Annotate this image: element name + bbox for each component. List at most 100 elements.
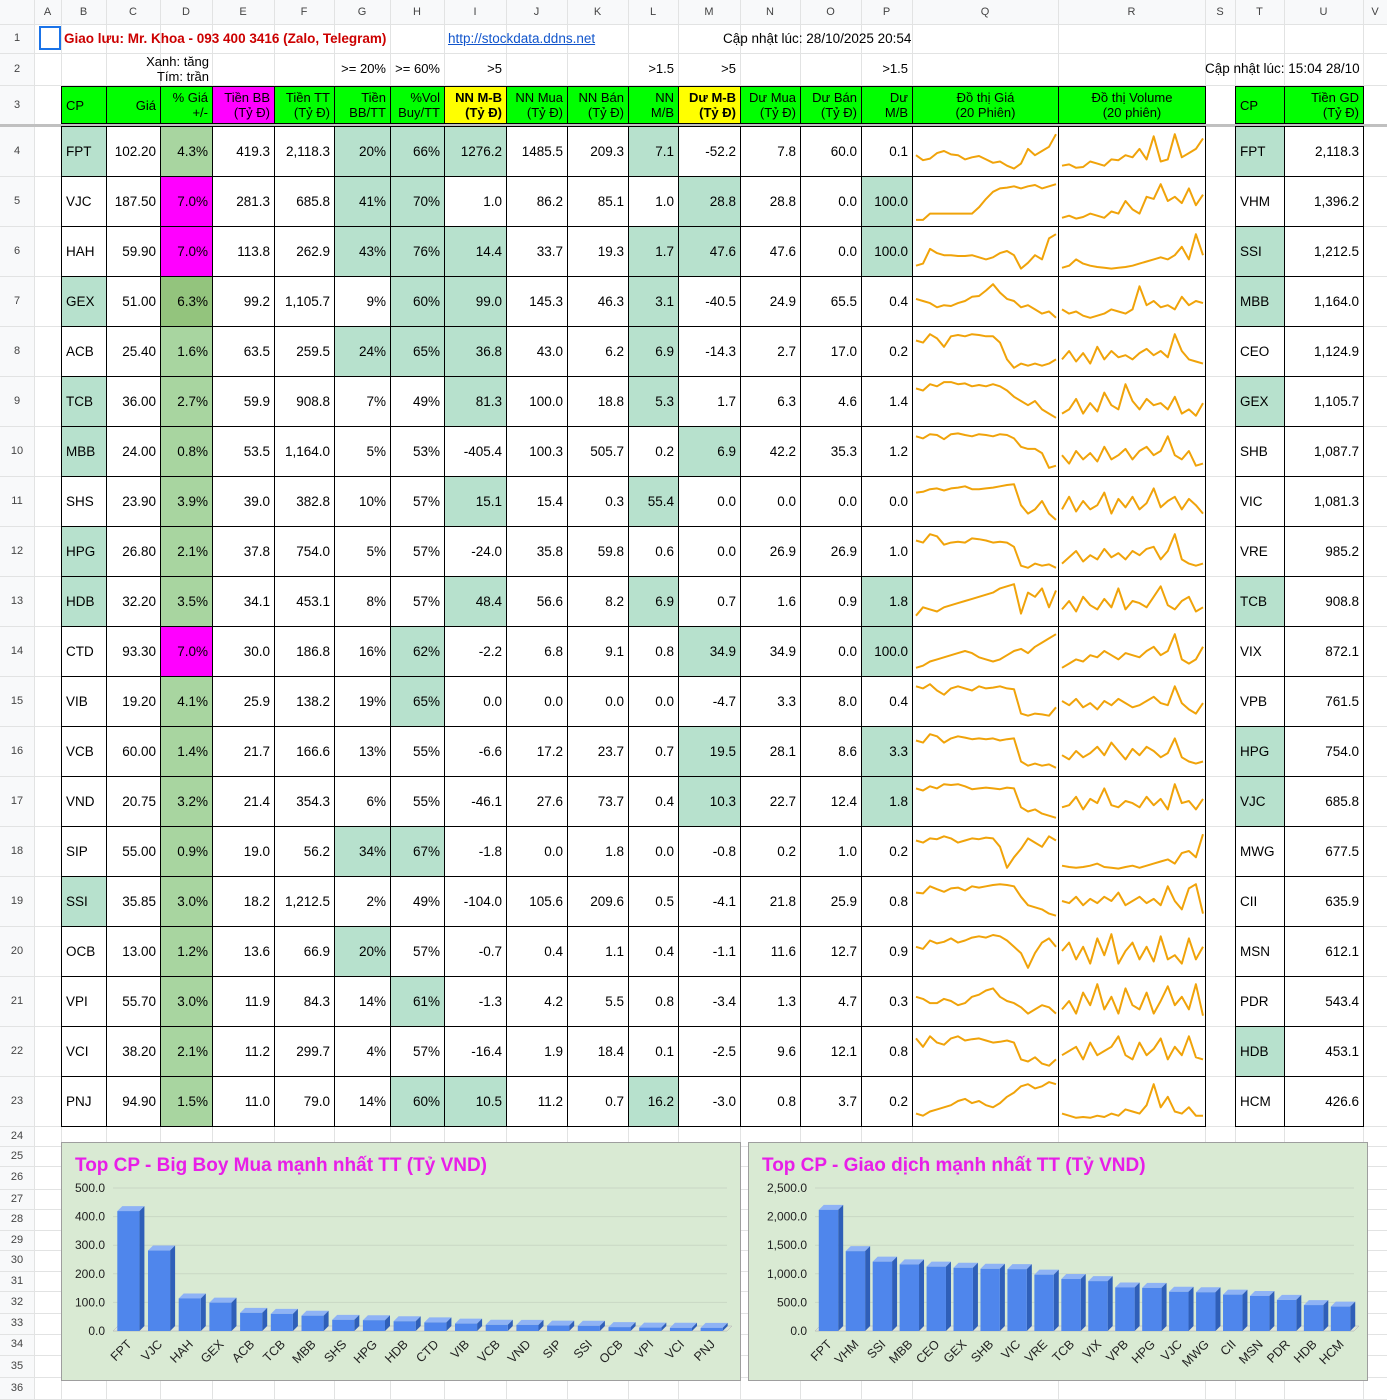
cell-tt[interactable]: 259.5 — [274, 326, 335, 377]
cell-bbtt[interactable]: 13% — [334, 726, 391, 777]
cell-gia[interactable]: 59.90 — [106, 226, 161, 277]
right-cell-cp[interactable]: SHB — [1235, 426, 1285, 477]
cell-nnmb[interactable]: -1.3 — [444, 976, 507, 1027]
cell-dumua[interactable]: 1.6 — [740, 576, 801, 627]
right-cell-cp[interactable]: HPG — [1235, 726, 1285, 777]
cell-dumb[interactable]: 34.9 — [678, 626, 741, 677]
row-header[interactable]: 31 — [10, 1275, 24, 1287]
cell-dumua[interactable]: 6.3 — [740, 376, 801, 427]
cell-nnratio[interactable]: 16.2 — [628, 1076, 679, 1127]
cell-duratio[interactable]: 1.8 — [861, 576, 913, 627]
cell-tt[interactable]: 138.2 — [274, 676, 335, 727]
right-cell-gd[interactable]: 1,124.9 — [1284, 326, 1364, 377]
right-cell-cp[interactable]: HDB — [1235, 1026, 1285, 1077]
cell-vol[interactable]: 61% — [390, 976, 445, 1027]
row-header[interactable]: 22 — [10, 1045, 24, 1057]
cell-cp[interactable]: GEX — [61, 276, 107, 327]
column-header-E[interactable]: E — [239, 6, 247, 18]
row-header[interactable]: 32 — [10, 1296, 24, 1308]
row-header[interactable]: 20 — [10, 945, 24, 957]
cell-nnmb[interactable]: -0.7 — [444, 926, 507, 977]
right-cell-cp[interactable]: TCB — [1235, 576, 1285, 627]
cell-dumua[interactable]: 42.2 — [740, 426, 801, 477]
cell-bb[interactable]: 59.9 — [212, 376, 275, 427]
cell-pct[interactable]: 3.2% — [160, 776, 213, 827]
cell-duratio[interactable]: 0.3 — [861, 976, 913, 1027]
right-column-title-U[interactable]: Tiền GD (Tỷ Đ) — [1284, 86, 1364, 124]
row-header[interactable]: 26 — [10, 1171, 24, 1183]
column-title-K[interactable]: NN Bán (Tỷ Đ) — [567, 86, 629, 124]
cell-tt[interactable]: 908.8 — [274, 376, 335, 427]
column-title-O[interactable]: Dư Bán (Tỷ Đ) — [800, 86, 862, 124]
cell-gia[interactable]: 23.90 — [106, 476, 161, 527]
column-header-U[interactable]: U — [1319, 6, 1328, 18]
cell-tt[interactable]: 1,105.7 — [274, 276, 335, 327]
cell-vol[interactable]: 55% — [390, 776, 445, 827]
cell-duban[interactable]: 60.0 — [800, 126, 862, 177]
cell-nnban[interactable]: 0.3 — [567, 476, 629, 527]
cell-nnmb[interactable]: 15.1 — [444, 476, 507, 527]
cell-duratio[interactable]: 3.3 — [861, 726, 913, 777]
row-header[interactable]: 8 — [13, 345, 21, 357]
cell-tt[interactable]: 56.2 — [274, 826, 335, 877]
cell-dumb[interactable]: 19.5 — [678, 726, 741, 777]
bar-chart-1[interactable]: Top CP - Big Boy Mua mạnh nhất TT (Tỷ VN… — [61, 1142, 741, 1381]
cell-gia[interactable]: 93.30 — [106, 626, 161, 677]
cell-pct[interactable]: 1.4% — [160, 726, 213, 777]
cell-cp[interactable]: PNJ — [61, 1076, 107, 1127]
cell-nnmua[interactable]: 100.3 — [506, 426, 568, 477]
row-header[interactable]: 10 — [10, 445, 24, 457]
cell-nnban[interactable]: 23.7 — [567, 726, 629, 777]
cell-cp[interactable]: VPI — [61, 976, 107, 1027]
cell-nnmb[interactable]: -405.4 — [444, 426, 507, 477]
right-cell-cp[interactable]: VRE — [1235, 526, 1285, 577]
cell-cp[interactable]: HDB — [61, 576, 107, 627]
cell-nnmua[interactable]: 1.9 — [506, 1026, 568, 1077]
cell-nnmua[interactable]: 86.2 — [506, 176, 568, 227]
column-title-Q[interactable]: Đồ thị Giá (20 Phiên) — [912, 86, 1059, 124]
cell-dumua[interactable]: 22.7 — [740, 776, 801, 827]
cell-vol[interactable]: 49% — [390, 876, 445, 927]
cell-pct[interactable]: 2.1% — [160, 526, 213, 577]
cell-gia[interactable]: 13.00 — [106, 926, 161, 977]
row-header[interactable]: 28 — [10, 1213, 24, 1225]
bar-chart-2[interactable]: Top CP - Giao dịch mạnh nhất TT (Tỷ VND)… — [748, 1142, 1368, 1381]
cell-cp[interactable]: SHS — [61, 476, 107, 527]
cell-nnmb[interactable]: -2.2 — [444, 626, 507, 677]
cell-dumb[interactable]: 47.6 — [678, 226, 741, 277]
cell-pct[interactable]: 1.2% — [160, 926, 213, 977]
cell-nnban[interactable]: 18.4 — [567, 1026, 629, 1077]
cell-dumb[interactable]: 1.7 — [678, 376, 741, 427]
column-title-E[interactable]: Tiền BB (Tỷ Đ) — [212, 86, 275, 124]
cell-duratio[interactable]: 0.0 — [861, 476, 913, 527]
cell-bbtt[interactable]: 5% — [334, 526, 391, 577]
column-title-H[interactable]: %Vol Buy/TT — [390, 86, 445, 124]
cell-dumb[interactable]: -0.8 — [678, 826, 741, 877]
cell-nnmb[interactable]: -16.4 — [444, 1026, 507, 1077]
cell-bbtt[interactable]: 41% — [334, 176, 391, 227]
cell-cp[interactable]: TCB — [61, 376, 107, 427]
right-cell-cp[interactable]: MBB — [1235, 276, 1285, 327]
right-cell-gd[interactable]: 453.1 — [1284, 1026, 1364, 1077]
cell-nnban[interactable]: 9.1 — [567, 626, 629, 677]
cell-vol[interactable]: 49% — [390, 376, 445, 427]
cell-nnratio[interactable]: 0.4 — [628, 926, 679, 977]
row-header[interactable]: 30 — [10, 1254, 24, 1266]
cell-gia[interactable]: 102.20 — [106, 126, 161, 177]
row-header[interactable]: 14 — [10, 645, 24, 657]
cell-nnmb[interactable]: 10.5 — [444, 1076, 507, 1127]
cell-cp[interactable]: VND — [61, 776, 107, 827]
cell-duratio[interactable]: 0.2 — [861, 1076, 913, 1127]
column-header-S[interactable]: S — [1216, 6, 1224, 18]
cell-dumua[interactable]: 0.2 — [740, 826, 801, 877]
cell-dumb[interactable]: -40.5 — [678, 276, 741, 327]
cell-tt[interactable]: 1,212.5 — [274, 876, 335, 927]
right-cell-gd[interactable]: 635.9 — [1284, 876, 1364, 927]
cell-duratio[interactable]: 1.2 — [861, 426, 913, 477]
cell-dumua[interactable]: 9.6 — [740, 1026, 801, 1077]
column-title-P[interactable]: Dư M/B — [861, 86, 913, 124]
cell-dumb[interactable]: 0.7 — [678, 576, 741, 627]
cell-pct[interactable]: 1.6% — [160, 326, 213, 377]
right-cell-gd[interactable]: 1,081.3 — [1284, 476, 1364, 527]
cell-bb[interactable]: 419.3 — [212, 126, 275, 177]
